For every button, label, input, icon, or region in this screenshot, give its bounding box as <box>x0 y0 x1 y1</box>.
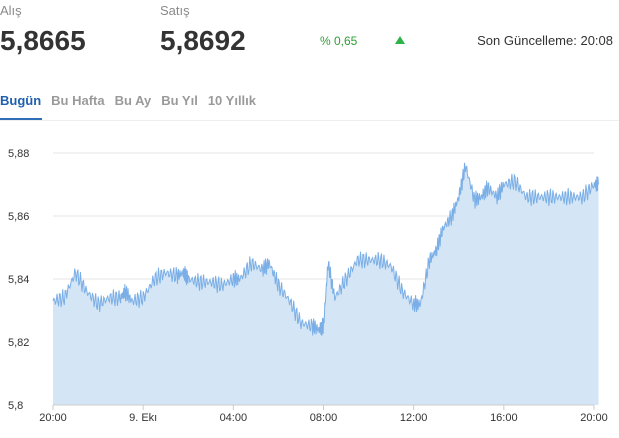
sell-label: Satış <box>160 3 190 18</box>
x-tick-label: 9. Ekı <box>129 412 157 424</box>
tab-today[interactable]: Bugün <box>0 93 42 108</box>
change-percent: % 0,65 <box>320 34 358 48</box>
x-tick-label: 16:00 <box>490 412 518 424</box>
y-tick-label: 5,84 <box>8 274 29 286</box>
y-tick-label: 5,86 <box>8 211 29 223</box>
tab-10-years[interactable]: 10 Yıllık <box>207 93 257 108</box>
up-arrow-icon <box>395 36 405 44</box>
tab-this-year[interactable]: Bu Yıl <box>161 93 198 108</box>
price-line <box>52 162 599 336</box>
tab-this-week[interactable]: Bu Hafta <box>51 93 105 108</box>
price-chart: 5,88 5,86 5,84 5,82 5,8 20:00 9. Ekı 04:00 08:00… <box>8 148 608 424</box>
price-area <box>53 162 599 405</box>
buy-label: Alış <box>0 3 22 18</box>
x-tick-label: 08:00 <box>310 412 338 424</box>
tab-divider <box>0 120 619 121</box>
last-update-text: Son Güncelleme: 20:08 <box>477 33 613 48</box>
x-tick-label: 20:00 <box>580 412 608 424</box>
tab-this-month[interactable]: Bu Ay <box>114 93 152 108</box>
x-tick-label: 20:00 <box>39 412 67 424</box>
y-tick-label: 5,8 <box>8 400 23 412</box>
buy-value: 5,8665 <box>0 25 86 56</box>
x-tick-label: 04:00 <box>220 412 248 424</box>
sell-value: 5,8692 <box>160 25 246 56</box>
active-tab-indicator <box>0 118 42 120</box>
period-tabs: Bugün Bu Hafta Bu Ay Bu Yıl 10 Yıllık <box>0 93 266 117</box>
y-tick-label: 5,82 <box>8 337 29 349</box>
y-tick-label: 5,88 <box>8 148 29 160</box>
x-tick-label: 12:00 <box>400 412 428 424</box>
